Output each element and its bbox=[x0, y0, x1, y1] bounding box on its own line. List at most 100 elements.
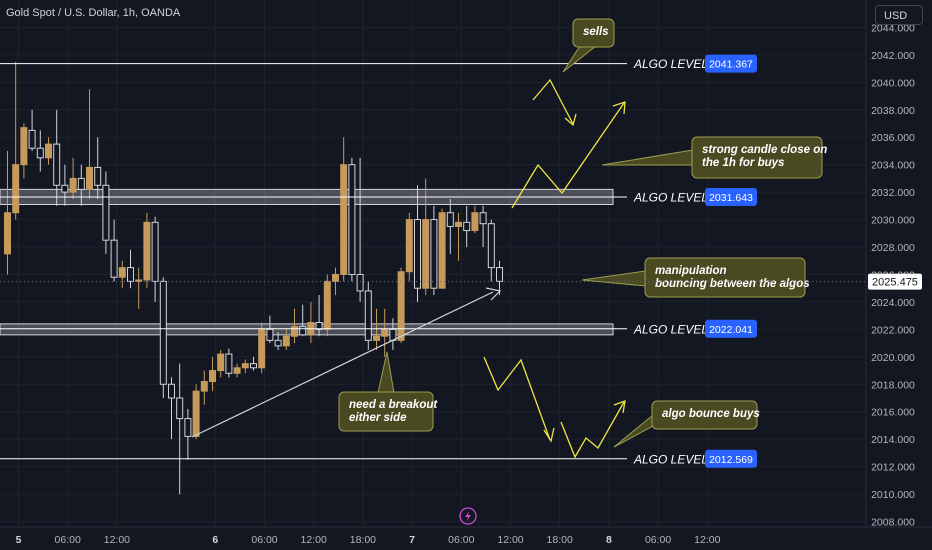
candle-body bbox=[4, 212, 11, 255]
algo-level-price: 2022.041 bbox=[709, 324, 753, 336]
drawings bbox=[191, 78, 626, 459]
price-tick-label: 2036.000 bbox=[871, 132, 915, 144]
callout-text: sells bbox=[583, 26, 609, 38]
currency-button[interactable]: USD bbox=[875, 5, 923, 25]
candle-body bbox=[45, 143, 52, 159]
candle-body bbox=[127, 267, 134, 282]
time-tick-label: 12:00 bbox=[497, 534, 523, 546]
candle-body bbox=[184, 418, 192, 437]
level-zone bbox=[0, 323, 614, 336]
price-tick-label: 2028.000 bbox=[871, 242, 915, 254]
candle-body bbox=[110, 239, 118, 278]
price-tick-label: 2020.000 bbox=[871, 352, 915, 364]
algo-level-badge bbox=[705, 319, 757, 338]
callout-text: bouncing between the algos bbox=[655, 278, 810, 290]
sells-arrow bbox=[532, 78, 574, 125]
candle-body bbox=[36, 147, 44, 159]
sells-callout: sells bbox=[562, 18, 615, 73]
candle-body bbox=[315, 322, 323, 330]
price-tick-label: 2016.000 bbox=[871, 407, 915, 419]
candle-body bbox=[422, 219, 430, 289]
time-tick-label: 5 bbox=[16, 534, 22, 546]
price-tick-label: 2014.000 bbox=[871, 434, 915, 446]
price-tick-label: 2024.000 bbox=[871, 297, 915, 309]
bounce-up-arrow-head bbox=[613, 400, 626, 414]
time-tick-label: 06:00 bbox=[55, 534, 81, 546]
algo-level-badge bbox=[705, 54, 757, 73]
candle-body bbox=[438, 212, 446, 289]
price-tick-label: 2030.000 bbox=[871, 215, 915, 227]
candle-body bbox=[455, 221, 462, 227]
lightning-icon[interactable] bbox=[459, 507, 477, 525]
candle-body bbox=[233, 367, 241, 374]
time-tick-label: 12:00 bbox=[694, 534, 720, 546]
time-tick-label: 6 bbox=[212, 534, 218, 546]
candle-body bbox=[250, 363, 257, 369]
candle-body bbox=[364, 290, 372, 341]
candle-body bbox=[446, 212, 454, 227]
current-price-marker: 2025.475 bbox=[0, 273, 922, 290]
candle-body bbox=[332, 273, 339, 282]
algo-level-price: 2012.569 bbox=[709, 454, 753, 466]
candle-body bbox=[192, 390, 200, 437]
sell-down-arrow bbox=[483, 356, 551, 441]
candle-body bbox=[20, 127, 28, 166]
price-tick-label: 2012.000 bbox=[871, 462, 915, 474]
candle-body bbox=[143, 221, 151, 281]
algo-level-price: 2041.367 bbox=[709, 59, 753, 71]
candles bbox=[4, 61, 503, 495]
time-tick-label: 12:00 bbox=[301, 534, 327, 546]
candle-body bbox=[94, 166, 102, 186]
candle-body bbox=[151, 221, 159, 282]
price-axis[interactable]: 2044.000 2042.000 2040.000 2038.000 2036.000… bbox=[871, 22, 915, 528]
algo-bounce-callout: algo bounce buys bbox=[613, 400, 760, 448]
callout-box bbox=[651, 400, 758, 430]
symbol-title[interactable]: Gold Spot / U.S. Dollar, 1h, OANDA bbox=[6, 7, 181, 19]
trend-line bbox=[191, 291, 494, 438]
price-tick-label: 2032.000 bbox=[871, 187, 915, 199]
candle-body bbox=[225, 353, 233, 374]
candle-body bbox=[496, 267, 503, 282]
price-tick-label: 2044.000 bbox=[871, 22, 915, 34]
callout-box bbox=[572, 18, 615, 48]
candle-body bbox=[266, 328, 274, 341]
algo-level-label: ALGO LEVEL bbox=[633, 57, 708, 71]
candle-body bbox=[340, 164, 348, 275]
time-tick-label: 18:00 bbox=[350, 534, 376, 546]
time-tick-label: 06:00 bbox=[645, 534, 671, 546]
candle-body bbox=[159, 280, 167, 385]
callout-text: strong candle close on bbox=[702, 144, 827, 156]
algo-level-price: 2031.643 bbox=[709, 192, 753, 204]
callout-text: either side bbox=[349, 412, 407, 424]
algo-level-badge bbox=[705, 449, 757, 468]
buy-arrow-head bbox=[612, 101, 626, 115]
algo-level-label: ALGO LEVEL bbox=[633, 452, 708, 466]
candle-body bbox=[69, 177, 77, 193]
candle-body bbox=[12, 164, 20, 214]
candle-body bbox=[168, 383, 175, 399]
candle-body bbox=[86, 166, 93, 190]
candle-body bbox=[471, 212, 479, 232]
candle-body bbox=[397, 271, 405, 341]
candle-body bbox=[61, 184, 69, 193]
candle-body bbox=[274, 339, 282, 347]
candle-body bbox=[356, 273, 364, 292]
candle-body bbox=[176, 397, 184, 420]
candle-body bbox=[373, 335, 380, 341]
time-tick-label: 8 bbox=[606, 534, 612, 546]
callout-box bbox=[691, 136, 823, 179]
bounce-up-arrow bbox=[560, 401, 625, 459]
candle-body bbox=[118, 267, 126, 278]
candle-body bbox=[282, 335, 290, 347]
time-axis[interactable]: 5 06:00 12:00 6 06:00 12:00 18:00 7 06:00 12:00 18… bbox=[16, 534, 721, 546]
candle-body bbox=[348, 164, 356, 275]
candle-body bbox=[430, 219, 438, 289]
callout-text: manipulation bbox=[655, 265, 727, 277]
price-tick-label: 2022.000 bbox=[871, 324, 915, 336]
price-tick-label: 2018.000 bbox=[871, 379, 915, 391]
